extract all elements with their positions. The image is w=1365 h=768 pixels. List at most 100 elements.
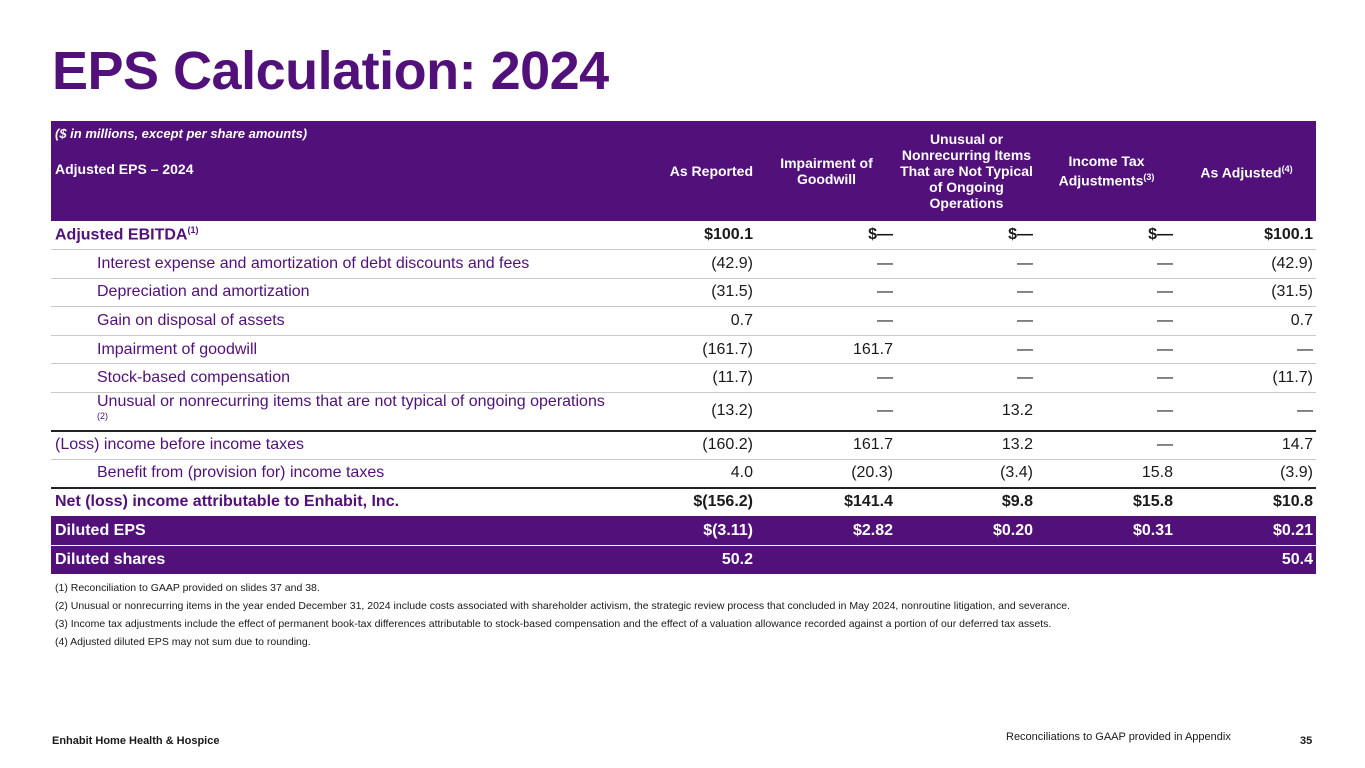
income-tax-footnote-ref: (3)	[1143, 172, 1155, 183]
cell-as-adjusted: 50.4	[1281, 550, 1313, 568]
cell-impairment: —	[877, 369, 893, 387]
cell-impairment: 161.7	[852, 436, 893, 454]
cell-unusual: —	[1017, 283, 1033, 301]
cell-income-tax: —	[1157, 340, 1173, 358]
row-label-text: Unusual or nonrecurring items that are n…	[97, 393, 605, 411]
cell-impairment: —	[877, 312, 893, 330]
cell-as-reported: 50.2	[721, 550, 753, 568]
cell-unusual: (3.4)	[1000, 464, 1033, 482]
table-header-row: ($ in millions, except per share amounts…	[51, 121, 1316, 221]
row-label: Gain on disposal of assets	[97, 312, 285, 330]
cell-as-adjusted: (31.5)	[1271, 283, 1313, 301]
row-label: Diluted EPS	[55, 521, 146, 539]
footer-company: Enhabit Home Health & Hospice	[52, 735, 220, 747]
cell-income-tax: $0.31	[1132, 521, 1173, 539]
cell-as-adjusted: $0.21	[1272, 521, 1313, 539]
cell-as-reported: (42.9)	[711, 254, 753, 272]
row-label-text: Adjusted EBITDA	[55, 226, 188, 244]
footnote-3: (3) Income tax adjustments include the e…	[55, 618, 1052, 630]
cell-impairment: (20.3)	[851, 464, 893, 482]
row-label: Diluted shares	[55, 550, 166, 568]
cell-income-tax: —	[1157, 283, 1173, 301]
row-label: (Loss) income before income taxes	[55, 436, 304, 454]
cell-unusual: —	[1017, 312, 1033, 330]
table-row-impairment-goodwill: Impairment of goodwill (161.7) 161.7 — —…	[51, 335, 1316, 364]
cell-as-reported: $100.1	[704, 226, 753, 244]
footnote-ref: (1)	[187, 225, 199, 236]
units-note: ($ in millions, except per share amounts…	[55, 126, 308, 141]
cell-as-reported: 0.7	[730, 312, 753, 330]
footnote-2: (2) Unusual or nonrecurring items in the…	[55, 600, 1070, 612]
table-row-adjusted-ebitda: Adjusted EBITDA(1) $100.1 $— $— $— $100.…	[51, 221, 1316, 250]
cell-unusual: 13.2	[1001, 436, 1033, 454]
cell-as-reported: (160.2)	[702, 436, 753, 454]
table-row-unusual-items: Unusual or nonrecurring items that are n…	[51, 393, 1316, 431]
footer-note: Reconciliations to GAAP provided in Appe…	[1006, 731, 1231, 743]
cell-income-tax: 15.8	[1141, 464, 1173, 482]
page-title: EPS Calculation: 2024	[52, 41, 609, 101]
cell-as-reported: (11.7)	[712, 369, 753, 387]
col-header-unusual: Unusual or Nonrecurring Items That are N…	[900, 131, 1033, 211]
section-title: Adjusted EPS – 2024	[55, 161, 194, 177]
cell-as-reported: $(3.11)	[703, 521, 753, 539]
cell-as-adjusted: $10.8	[1272, 493, 1313, 511]
as-adjusted-label: As Adjusted	[1200, 164, 1282, 181]
cell-as-adjusted: 0.7	[1290, 312, 1313, 330]
cell-as-reported: (31.5)	[711, 283, 753, 301]
cell-as-adjusted: $100.1	[1264, 226, 1313, 244]
row-label: Interest expense and amortization of deb…	[97, 254, 530, 272]
col-header-income-tax: Income Tax Adjustments(3)	[1036, 121, 1176, 221]
cell-income-tax: —	[1157, 312, 1173, 330]
cell-income-tax: —	[1157, 369, 1173, 387]
cell-as-reported: (161.7)	[702, 340, 753, 358]
row-label: Depreciation and amortization	[97, 283, 310, 301]
table-row-depreciation: Depreciation and amortization (31.5) — —…	[51, 278, 1316, 307]
cell-unusual	[896, 545, 1036, 574]
cell-unusual: $9.8	[1001, 493, 1033, 511]
table-row-diluted-shares: Diluted shares 50.2 50.4	[51, 545, 1316, 575]
cell-as-adjusted: (42.9)	[1271, 254, 1313, 272]
col-header-as-reported: As Reported	[669, 163, 753, 179]
row-label: Benefit from (provision for) income taxe…	[97, 464, 385, 482]
cell-impairment: —	[877, 283, 893, 301]
cell-impairment: 161.7	[852, 340, 893, 358]
col-header-impairment: Impairment of Goodwill	[780, 155, 873, 187]
page-number: 35	[1300, 735, 1313, 747]
table-row-interest-expense: Interest expense and amortization of deb…	[51, 250, 1316, 279]
row-label: Net (loss) income attributable to Enhabi…	[55, 493, 400, 511]
footnotes: (1) Reconciliation to GAAP provided on s…	[55, 581, 1070, 653]
as-adjusted-footnote-ref: (4)	[1281, 164, 1293, 175]
cell-as-reported: $(156.2)	[693, 493, 753, 511]
cell-as-adjusted: 14.7	[1281, 436, 1313, 454]
cell-income-tax: $—	[1148, 226, 1173, 244]
cell-unusual: $—	[1008, 226, 1033, 244]
row-label: Adjusted EBITDA(1)	[51, 221, 616, 250]
col-header-as-adjusted: As Adjusted(4)	[1176, 121, 1316, 221]
cell-as-reported: (13.2)	[711, 402, 753, 420]
table-row-income-taxes: Benefit from (provision for) income taxe…	[51, 459, 1316, 488]
cell-as-adjusted: —	[1297, 402, 1313, 420]
row-label: Impairment of goodwill	[97, 340, 258, 358]
cell-as-adjusted: (3.9)	[1280, 464, 1313, 482]
row-label: Stock-based compensation	[97, 369, 290, 387]
cell-as-adjusted: (11.7)	[1272, 369, 1313, 387]
cell-impairment: $2.82	[852, 521, 893, 539]
table-row-loss-before-taxes: (Loss) income before income taxes (160.2…	[51, 430, 1316, 460]
table-row-gain-on-disposal: Gain on disposal of assets 0.7 — — — 0.7	[51, 307, 1316, 336]
cell-as-adjusted: —	[1297, 340, 1313, 358]
cell-unusual: $0.20	[992, 521, 1033, 539]
cell-impairment	[756, 545, 896, 574]
footnote-1: (1) Reconciliation to GAAP provided on s…	[55, 582, 320, 594]
cell-income-tax: $15.8	[1132, 493, 1173, 511]
cell-impairment: $141.4	[844, 493, 893, 511]
cell-impairment: $—	[868, 226, 893, 244]
cell-as-reported: 4.0	[730, 464, 753, 482]
cell-impairment: —	[877, 402, 893, 420]
cell-income-tax: —	[1157, 254, 1173, 272]
row-label: Unusual or nonrecurring items that are n…	[51, 393, 616, 431]
table-row-diluted-eps: Diluted EPS $(3.11) $2.82 $0.20 $0.31 $0…	[51, 516, 1316, 546]
income-tax-label: Income Tax Adjustments	[1058, 153, 1145, 189]
table-row-net-income: Net (loss) income attributable to Enhabi…	[51, 487, 1316, 517]
cell-unusual: —	[1017, 369, 1033, 387]
eps-table: ($ in millions, except per share amounts…	[51, 121, 1316, 575]
